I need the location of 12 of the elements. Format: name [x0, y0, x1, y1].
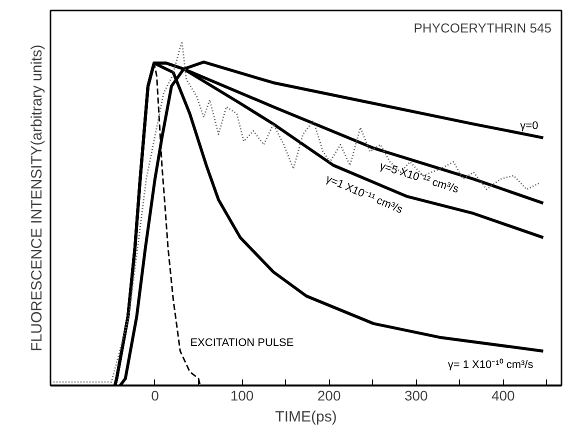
y-axis-title: FLUORESCENCE INTENSITY(arbitrary units): [28, 44, 46, 352]
x-axis-title: TIME(ps): [275, 408, 337, 426]
x-tick-label: 400: [491, 388, 516, 404]
series-label: γ= 1 X10⁻¹⁰ cm³/s: [448, 358, 534, 372]
x-tick-label: 300: [404, 388, 428, 404]
x-tick-label: 0: [151, 388, 160, 404]
text: PHYCOERYTHRIN 545: [414, 20, 552, 36]
text: γ=5 X10⁻¹² cm³/s: [378, 160, 460, 196]
series-label: EXCITATION PULSE: [190, 337, 294, 350]
x-tick-label: 100: [230, 388, 254, 404]
series-label: γ=0: [520, 120, 538, 132]
x-tick-label: 200: [317, 388, 341, 404]
